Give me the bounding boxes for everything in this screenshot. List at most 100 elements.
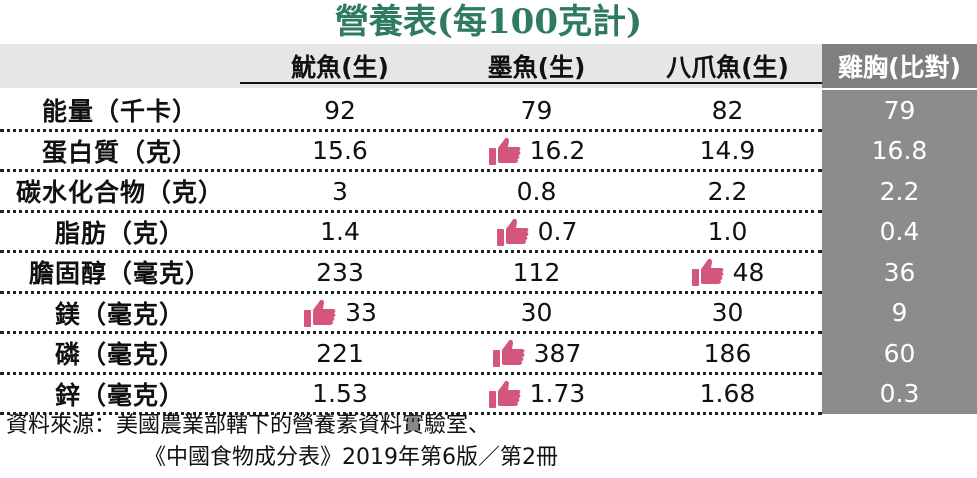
row-divider <box>0 209 822 213</box>
cell-value: 79 <box>520 95 553 125</box>
value-cell: 14.9 <box>633 131 822 172</box>
cell-value: 1.53 <box>312 379 368 409</box>
value-cell: 60 <box>822 333 977 374</box>
cell-value: 1.0 <box>707 217 748 247</box>
value-cell: 112 <box>440 252 633 293</box>
value-cell: 3 <box>240 171 440 212</box>
table-row: 碳水化合物（克） 3 0.8 2.2 2.2 <box>0 171 977 213</box>
cell-value: 33 <box>345 298 377 328</box>
value-cell: 0.4 <box>822 211 977 252</box>
cell-value: 1.4 <box>320 217 360 247</box>
table-row: 鎂（毫克） 33 30 30 9 <box>0 292 977 334</box>
value-cell: 1.68 <box>633 374 822 415</box>
cell-value: 9 <box>891 298 908 328</box>
table-header: 魷魚(生) 墨魚(生) 八爪魚(生) 雞胸(比對) <box>0 44 977 88</box>
row-divider <box>0 169 822 172</box>
cell-value: 3 <box>332 176 348 206</box>
value-cell: 1.0 <box>633 212 822 253</box>
value-cell: 33 <box>240 293 440 334</box>
source-line-1: 資料來源：美國農業部轄下的營養素資料實驗室、 <box>6 413 491 438</box>
cell-value: 112 <box>512 257 561 287</box>
row-divider <box>0 128 822 132</box>
source-line-2: 《中國食物成分表》2019年第6版／第2冊 <box>144 445 558 470</box>
table-row: 脂肪（克） 1.4 0.7 1.0 0.4 <box>0 211 977 253</box>
table-row: 膽固醇（毫克） 233 112 48 36 <box>0 252 977 294</box>
row-label: 膽固醇（毫克） <box>28 259 211 289</box>
table-title: 營養表(每100克計) <box>334 2 643 42</box>
table-row: 磷（毫克） 221 387 186 60 <box>0 333 977 375</box>
value-cell: 2.2 <box>822 171 977 212</box>
value-cell: 79 <box>822 90 977 131</box>
cell-value: 36 <box>883 257 916 287</box>
value-cell: 79 <box>440 90 633 131</box>
cell-value: 30 <box>711 298 744 328</box>
value-cell: 30 <box>633 293 822 334</box>
cell-value: 0.3 <box>879 379 920 409</box>
cell-value: 92 <box>324 95 356 125</box>
value-cell: 92 <box>240 90 440 131</box>
cell-value: 387 <box>533 338 582 368</box>
cell-value: 16.8 <box>871 136 928 166</box>
row-divider <box>0 371 822 375</box>
row-divider <box>0 250 822 253</box>
thumbs-up-icon <box>492 340 525 368</box>
cell-value: 48 <box>732 257 765 287</box>
cell-value: 82 <box>711 95 744 125</box>
value-cell: 36 <box>822 252 977 293</box>
table-row: 蛋白質（克） 15.6 16.2 14.9 16.8 <box>0 130 977 172</box>
row-divider <box>0 290 822 294</box>
value-cell: 9 <box>822 292 977 333</box>
cell-value: 14.9 <box>699 136 756 166</box>
thumbs-up-icon <box>304 299 336 327</box>
thumbs-up-icon <box>496 218 529 246</box>
row-label: 能量（千卡） <box>41 97 198 127</box>
row-label: 鋅（毫克） <box>54 380 185 410</box>
cell-value: 60 <box>883 338 916 368</box>
value-cell: 186 <box>633 333 822 374</box>
cell-value: 0.4 <box>879 217 920 247</box>
value-cell: 48 <box>633 252 822 293</box>
row-label: 磷（毫克） <box>54 340 185 370</box>
cell-value: 1.68 <box>699 379 756 409</box>
value-cell: 0.8 <box>440 171 633 212</box>
value-cell: 16.8 <box>822 130 977 171</box>
value-cell: 82 <box>633 90 822 131</box>
header-underline <box>240 82 822 84</box>
column-header-squid: 魷魚(生) <box>291 53 389 82</box>
value-cell: 1.73 <box>440 374 633 415</box>
thumbs-up-icon <box>488 380 521 408</box>
value-cell: 387 <box>440 333 633 374</box>
column-header-octopus: 八爪魚(生) <box>666 53 789 82</box>
cell-value: 1.73 <box>529 379 586 409</box>
value-cell: 15.6 <box>240 131 440 172</box>
cell-value: 233 <box>316 257 364 287</box>
value-cell: 30 <box>440 293 633 334</box>
source-note: 資料來源：美國農業部轄下的營養素資料實驗室、 《中國食物成分表》2019年第6版… <box>6 410 558 474</box>
cell-value: 221 <box>316 338 364 368</box>
cell-value: 16.2 <box>529 136 586 166</box>
table-row: 鋅（毫克） 1.53 1.73 1.68 0.3 <box>0 373 977 415</box>
cell-value: 15.6 <box>312 136 368 166</box>
thumbs-up-icon <box>488 137 521 165</box>
cell-value: 79 <box>883 95 916 125</box>
row-label: 鎂（毫克） <box>54 299 185 329</box>
table-row: 能量（千卡） 92 79 82 79 <box>0 90 977 132</box>
value-cell: 233 <box>240 252 440 293</box>
cell-value: 30 <box>520 298 553 328</box>
column-header-cuttlefish: 墨魚(生) <box>487 53 586 82</box>
row-divider <box>0 412 822 415</box>
cell-value: 0.8 <box>516 176 557 206</box>
value-cell: 1.53 <box>240 374 440 415</box>
cell-value: 0.7 <box>537 217 578 247</box>
row-label: 碳水化合物（克） <box>15 178 224 208</box>
cell-value: 2.2 <box>879 176 920 206</box>
row-label: 脂肪（克） <box>54 218 185 248</box>
value-cell: 0.7 <box>440 212 633 253</box>
row-divider <box>0 331 822 334</box>
header-band <box>0 44 822 88</box>
row-label: 蛋白質（克） <box>41 137 198 167</box>
value-cell: 0.3 <box>822 373 977 414</box>
thumbs-up-icon <box>691 259 723 287</box>
value-cell: 1.4 <box>240 212 440 253</box>
cell-value: 186 <box>703 338 752 368</box>
